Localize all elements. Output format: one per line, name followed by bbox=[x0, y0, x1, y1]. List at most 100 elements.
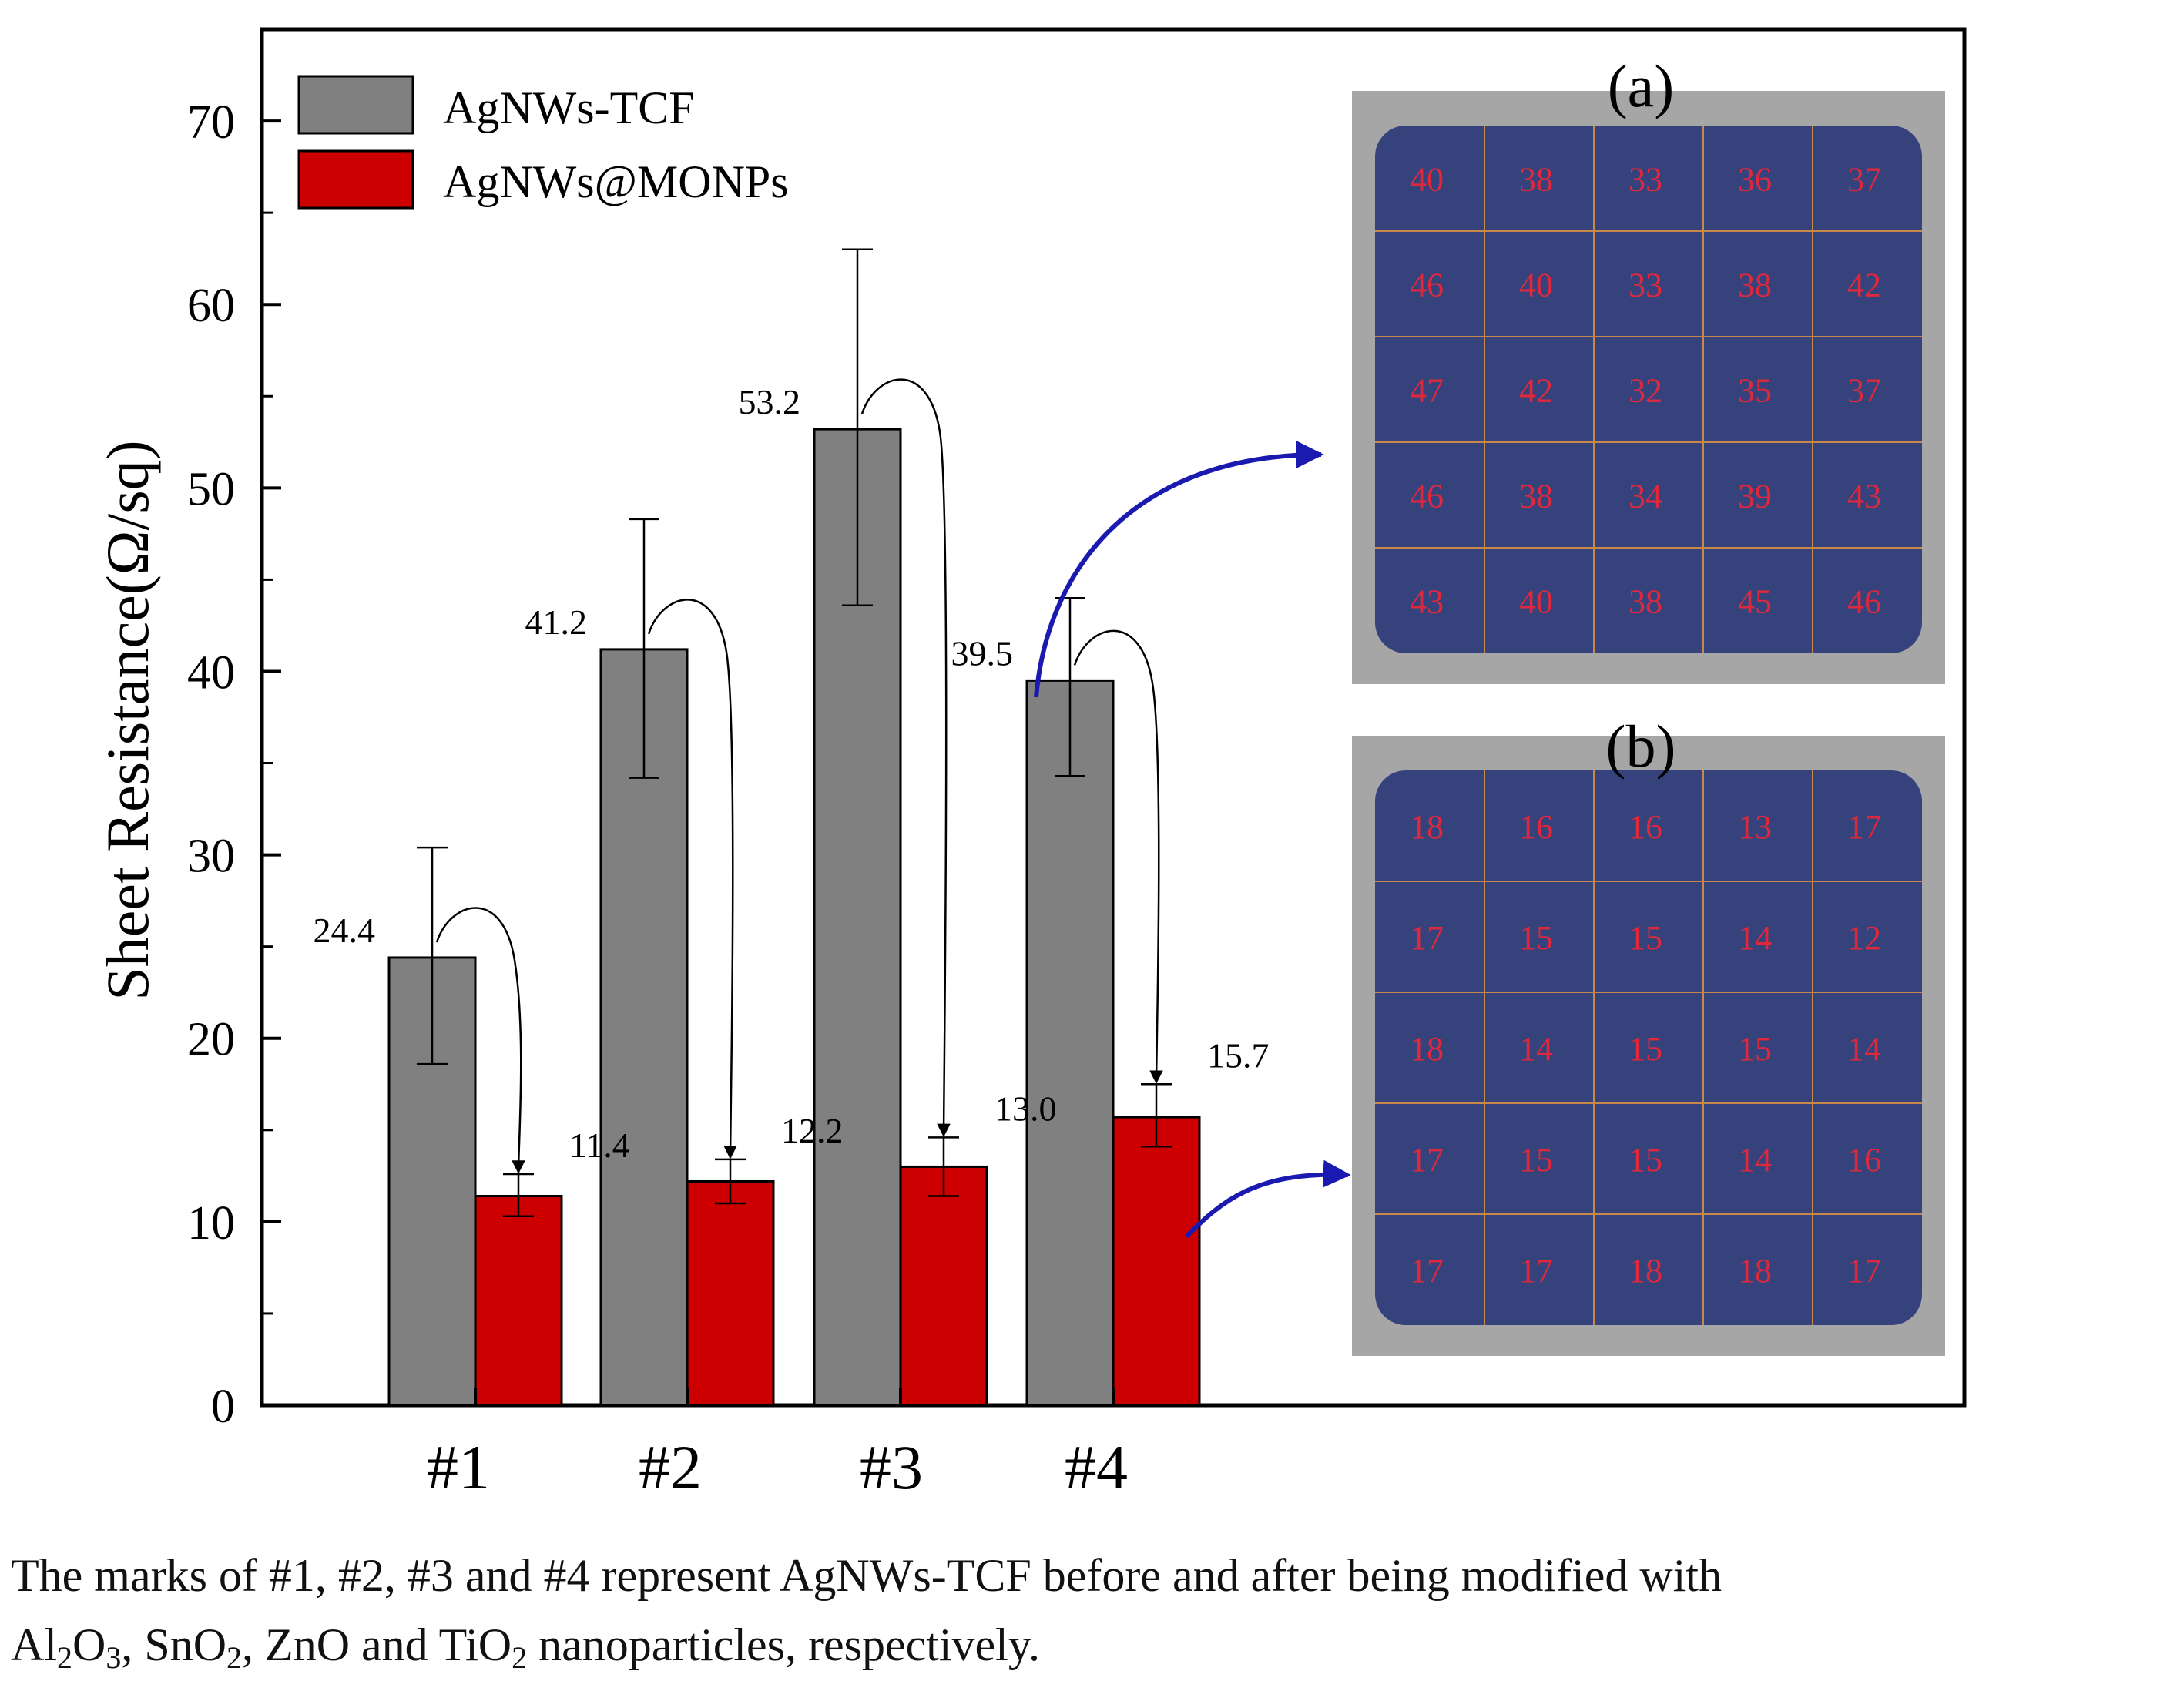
panel-cell-value: 14 bbox=[1519, 1030, 1553, 1068]
panel-cell-value: 42 bbox=[1847, 267, 1881, 304]
panel-cell-value: 18 bbox=[1410, 808, 1444, 846]
transition-arrows bbox=[435, 378, 1163, 1174]
panel-cell-value: 35 bbox=[1738, 372, 1772, 410]
panel-cell-value: 15 bbox=[1629, 919, 1662, 957]
panel-cell-value: 18 bbox=[1629, 1252, 1662, 1290]
panel-substrate bbox=[1375, 126, 1922, 653]
panel-cell-value: 17 bbox=[1410, 919, 1444, 957]
panel-substrate bbox=[1375, 770, 1922, 1325]
panel-cell-value: 37 bbox=[1847, 372, 1881, 410]
panel-cell-value: 45 bbox=[1738, 583, 1772, 621]
value-label-agnws-tcf: 41.2 bbox=[525, 602, 588, 642]
value-labels: 24.4 41.2 53.2 39.5 11.4 12.2 13.0 15.7 bbox=[314, 382, 1270, 1165]
panel-label-a: (a) bbox=[1608, 52, 1675, 119]
value-label-agnws-tcf: 53.2 bbox=[739, 382, 801, 421]
legend-label-agnws-monps: AgNWs@MONPs bbox=[443, 156, 789, 207]
value-label-agnws-monps: 15.7 bbox=[1207, 1035, 1270, 1075]
panel-cell-value: 40 bbox=[1519, 583, 1553, 621]
panel-cell-value: 40 bbox=[1519, 267, 1553, 304]
y-tick-label: 10 bbox=[187, 1197, 235, 1250]
panel-cell-value: 32 bbox=[1629, 372, 1662, 410]
panel-cell-value: 17 bbox=[1410, 1252, 1444, 1290]
caption-line-2: Al2O3, SnO2, ZnO and TiO2 nanoparticles,… bbox=[11, 1619, 1040, 1675]
panel-cell-value: 46 bbox=[1410, 267, 1444, 304]
panel-cell-value: 38 bbox=[1629, 583, 1662, 621]
y-axis: 0 10 20 30 40 50 60 70 bbox=[187, 28, 281, 1433]
panel-cell-value: 43 bbox=[1410, 583, 1444, 621]
value-label-agnws-tcf: 39.5 bbox=[951, 633, 1014, 673]
x-tick-label: #1 bbox=[427, 1432, 490, 1502]
y-tick-label: 60 bbox=[187, 280, 235, 332]
panel-cell-value: 40 bbox=[1410, 161, 1444, 199]
photo-panels: 40 38 33 36 37 46 40 33 38 42 47 42 32 35 37 46 38 34 39 43… bbox=[1352, 52, 1945, 1356]
panel-cell-value: 15 bbox=[1519, 1141, 1553, 1179]
transition-arrow-1 bbox=[435, 907, 525, 1174]
pointer-arrow-a bbox=[1034, 441, 1324, 698]
transition-arrow-3 bbox=[860, 378, 951, 1138]
panel-cell-value: 36 bbox=[1738, 161, 1772, 199]
x-tick-labels: #1 #2 #3 #4 bbox=[427, 1388, 1128, 1502]
photo-panel-b: 18 16 16 13 17 17 15 15 14 12 18 14 15 15 14 17 15 15 14 16… bbox=[1352, 713, 1945, 1356]
panel-cell-value: 12 bbox=[1847, 919, 1881, 957]
value-label-agnws-tcf: 24.4 bbox=[314, 911, 376, 950]
panel-cell-value: 13 bbox=[1738, 808, 1772, 846]
y-tick-label: 70 bbox=[187, 96, 235, 149]
legend-swatch-agnws-tcf bbox=[297, 75, 414, 135]
value-label-agnws-monps: 13.0 bbox=[995, 1089, 1057, 1128]
bar-agnws-tcf-4 bbox=[1025, 679, 1115, 1407]
panel-cell-value: 38 bbox=[1519, 161, 1553, 199]
panel-cell-value: 18 bbox=[1410, 1030, 1444, 1068]
panel-cell-value: 38 bbox=[1738, 267, 1772, 304]
panel-cell-value: 15 bbox=[1519, 919, 1553, 957]
legend-label-agnws-tcf: AgNWs-TCF bbox=[443, 82, 695, 133]
panel-cell-value: 18 bbox=[1738, 1252, 1772, 1290]
panel-cell-value: 14 bbox=[1738, 919, 1772, 957]
photo-panel-a: 40 38 33 36 37 46 40 33 38 42 47 42 32 35 37 46 38 34 39 43… bbox=[1352, 52, 1945, 684]
y-tick-label: 0 bbox=[211, 1381, 235, 1433]
value-label-agnws-monps: 12.2 bbox=[781, 1111, 844, 1150]
panel-cell-value: 16 bbox=[1847, 1141, 1881, 1179]
bar-chart: 0 10 20 30 40 50 60 70 24.4 41.2 53.2 39.5 11.4 12.2… bbox=[94, 27, 1967, 1502]
x-tick-label: #2 bbox=[639, 1432, 702, 1502]
panel-cell-value: 46 bbox=[1847, 583, 1881, 621]
panel-cell-value: 34 bbox=[1629, 478, 1662, 515]
legend: AgNWs-TCF AgNWs@MONPs bbox=[297, 75, 789, 210]
caption-line-1: The marks of #1, #2, #3 and #4 represent… bbox=[11, 1550, 1722, 1601]
panel-cell-value: 15 bbox=[1629, 1030, 1662, 1068]
legend-swatch-agnws-monps bbox=[297, 149, 414, 210]
panel-cell-value: 33 bbox=[1629, 161, 1662, 199]
bar-agnws-monps-1 bbox=[474, 1195, 563, 1407]
pointer-arrow-b bbox=[1184, 1159, 1351, 1239]
panel-cell-value: 17 bbox=[1847, 808, 1881, 846]
panel-cell-value: 17 bbox=[1410, 1141, 1444, 1179]
bar-agnws-monps-3 bbox=[899, 1165, 988, 1407]
panel-cell-value: 15 bbox=[1629, 1141, 1662, 1179]
panel-cell-value: 15 bbox=[1738, 1030, 1772, 1068]
value-label-agnws-monps: 11.4 bbox=[569, 1126, 630, 1165]
x-tick-label: #4 bbox=[1065, 1432, 1128, 1502]
bar-agnws-tcf-1 bbox=[387, 956, 477, 1407]
panel-cell-value: 14 bbox=[1847, 1030, 1881, 1068]
bar-agnws-monps-2 bbox=[686, 1179, 775, 1407]
x-tick-label: #3 bbox=[860, 1432, 923, 1502]
panel-cell-value: 16 bbox=[1519, 808, 1553, 846]
panel-cell-value: 33 bbox=[1629, 267, 1662, 304]
bars bbox=[387, 428, 1201, 1407]
panel-cell-value: 46 bbox=[1410, 478, 1444, 515]
panel-cell-value: 47 bbox=[1410, 372, 1444, 410]
y-tick-label: 40 bbox=[187, 646, 235, 699]
panel-cell-value: 17 bbox=[1519, 1252, 1553, 1290]
error-bars bbox=[417, 248, 1172, 1217]
bar-agnws-monps-4 bbox=[1112, 1116, 1201, 1407]
panel-cell-value: 38 bbox=[1519, 478, 1553, 515]
y-tick-label: 50 bbox=[187, 463, 235, 515]
panel-cell-value: 14 bbox=[1738, 1141, 1772, 1179]
transition-arrow-4 bbox=[1073, 629, 1163, 1085]
panel-cell-value: 17 bbox=[1847, 1252, 1881, 1290]
y-tick-label: 30 bbox=[187, 831, 235, 883]
panel-cell-value: 39 bbox=[1738, 478, 1772, 515]
panel-cell-value: 43 bbox=[1847, 478, 1881, 515]
y-axis-title: Sheet Resistance(Ω/sq) bbox=[94, 440, 161, 1000]
y-tick-label: 20 bbox=[187, 1014, 235, 1066]
panel-cell-value: 37 bbox=[1847, 161, 1881, 199]
